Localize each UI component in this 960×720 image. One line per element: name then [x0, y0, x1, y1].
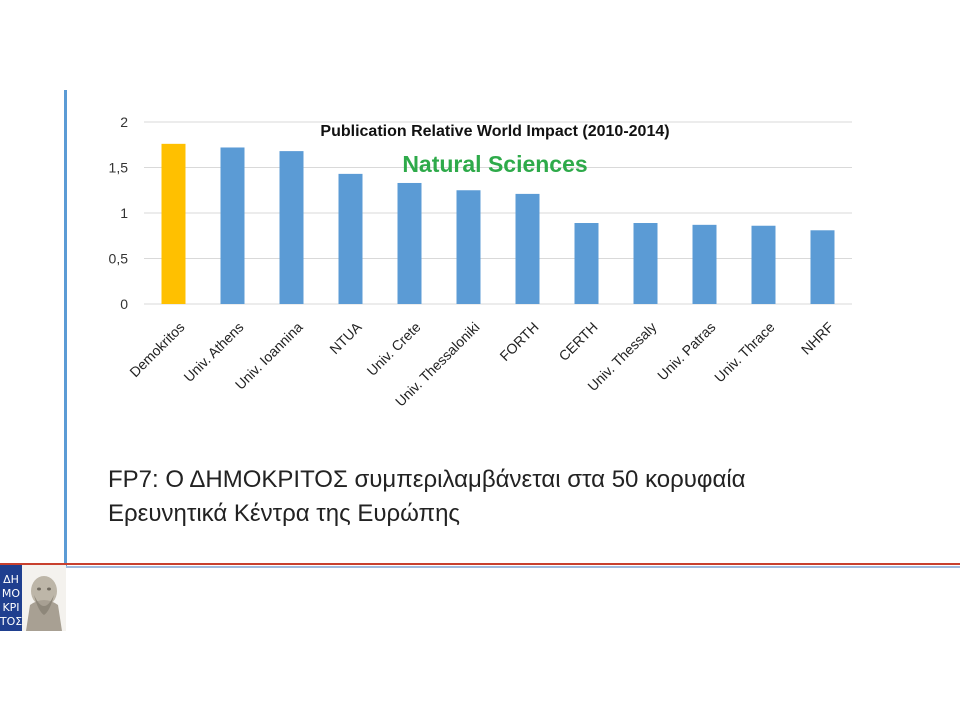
x-tick-label: FORTH — [496, 319, 541, 364]
y-tick-label: 2 — [120, 114, 128, 130]
left-accent-line — [64, 90, 67, 566]
y-tick-label: 0,5 — [109, 251, 129, 267]
chart-title: Publication Relative World Impact (2010-… — [320, 123, 669, 140]
bar-ntua — [338, 173, 363, 304]
gridlines — [144, 121, 852, 305]
chart-subtitle: Natural Sciences — [402, 151, 587, 177]
bar-univ-athens — [220, 147, 245, 304]
caption-line-1: FP7: Ο ΔΗΜΟΚΡΙΤΟΣ συμπεριλαμβάνεται στα … — [108, 466, 746, 493]
bars — [161, 143, 835, 304]
y-tick-label: 0 — [120, 296, 128, 312]
svg-text:ΤΟΣ: ΤΟΣ — [0, 615, 22, 628]
bar-nhrf — [810, 230, 835, 304]
bar-univ-ioannina — [279, 151, 304, 304]
bar-univ-thessaly — [633, 223, 658, 304]
x-tick-label: Univ. Thrace — [711, 319, 778, 386]
y-tick-label: 1,5 — [109, 160, 129, 176]
svg-text:ΚΡΙ: ΚΡΙ — [2, 601, 19, 614]
svg-text:ΔΗ: ΔΗ — [3, 573, 19, 586]
y-tick-labels: 0 0,5 1 1,5 2 — [109, 114, 129, 312]
slide-caption: FP7: Ο ΔΗΜΟΚΡΙΤΟΣ συμπεριλαμβάνεται στα … — [108, 463, 868, 531]
logo-image: ΔΗ ΜΟ ΚΡΙ ΤΟΣ — [0, 565, 66, 631]
bar-forth — [515, 193, 540, 304]
x-tick-label: Demokritos — [126, 319, 187, 380]
x-tick-label: Univ. Crete — [364, 319, 424, 379]
footer-blue-line — [66, 566, 960, 568]
bar-demokritos — [161, 143, 186, 304]
x-tick-label: Univ. Patras — [654, 319, 719, 384]
bar-univ-patras — [692, 224, 717, 304]
svg-text:ΜΟ: ΜΟ — [2, 587, 20, 600]
bar-certh — [574, 223, 599, 304]
caption-line-2: Ερευνητικά Κέντρα της Ευρώπης — [108, 500, 460, 527]
x-tick-label: NHRF — [798, 319, 837, 358]
x-tick-label: NTUA — [326, 318, 365, 357]
x-tick-label: CERTH — [555, 319, 600, 364]
bar-univ-crete — [397, 182, 422, 304]
footer-red-line — [0, 563, 960, 565]
bar-univ-thrace — [751, 225, 776, 304]
bar-univ-thessaloniki — [456, 190, 481, 304]
demokritos-logo: ΔΗ ΜΟ ΚΡΙ ΤΟΣ — [0, 565, 66, 631]
y-tick-label: 1 — [120, 205, 128, 221]
